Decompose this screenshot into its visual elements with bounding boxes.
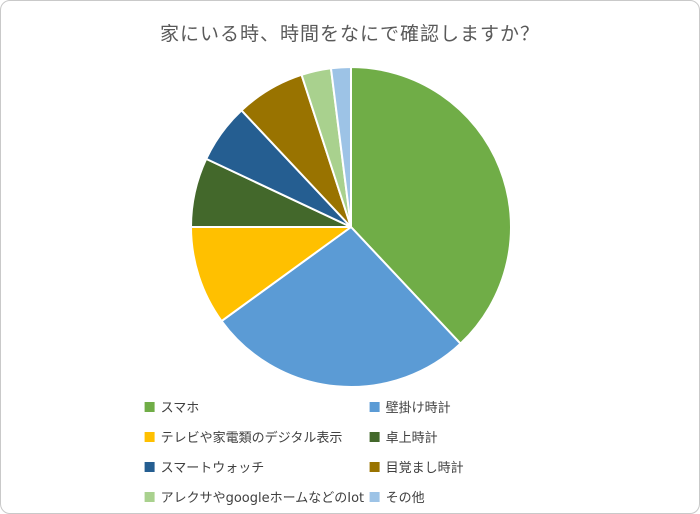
pie-slice-2 xyxy=(190,226,352,323)
legend-swatch xyxy=(144,491,155,502)
legend-label: 壁掛け時計 xyxy=(385,401,451,416)
legend-swatch xyxy=(144,431,155,442)
legend-swatch xyxy=(369,461,380,472)
legend-item: スマートウォッチ xyxy=(144,457,370,476)
legend-item: 卓上時計 xyxy=(369,427,540,446)
legend-item: 目覚まし時計 xyxy=(369,457,540,476)
chart-title: 家にいる時、時間をなにで確認しますか？ xyxy=(159,23,540,45)
legend-item: テレビや家電類のデジタル表示 xyxy=(144,427,370,446)
legend: スマホ 壁掛け時計テレビや家電類のデジタル表示 卓上時計スマートウォッチ 目覚まし時計… xyxy=(144,397,540,506)
legend-swatch xyxy=(369,491,380,502)
legend-label: その他 xyxy=(385,491,425,506)
legend-swatch xyxy=(369,431,380,442)
legend-swatch xyxy=(144,461,155,472)
legend-label: スマートウォッチ xyxy=(160,461,265,476)
legend-label: 卓上時計 xyxy=(385,431,438,446)
legend-swatch xyxy=(144,401,155,412)
legend-swatch xyxy=(369,401,380,412)
legend-item: その他 xyxy=(369,487,540,506)
legend-label: 目覚まし時計 xyxy=(385,461,464,476)
legend-label: テレビや家電類のデジタル表示 xyxy=(160,431,343,446)
legend-label: スマホ xyxy=(160,401,200,416)
legend-item: アレクサやgoogleホームなどのIot xyxy=(144,487,370,506)
pie-slice-1 xyxy=(220,226,462,388)
legend-item: スマホ xyxy=(144,397,370,416)
pie-slice-7 xyxy=(329,66,352,228)
legend-label: アレクサやgoogleホームなどのIot xyxy=(160,491,365,506)
pie-slice-0 xyxy=(350,66,512,345)
legend-item: 壁掛け時計 xyxy=(369,397,540,416)
